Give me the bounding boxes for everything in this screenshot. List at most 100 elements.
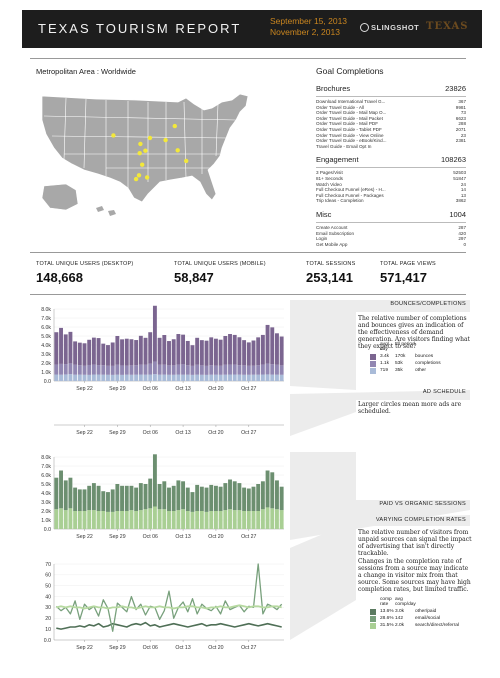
x-tick-label: Sep 22 [76, 430, 93, 436]
bar-completions [138, 364, 143, 375]
goal-item-label: Order Travel Guide - Mail Packet [316, 115, 383, 121]
bar-paid [237, 483, 242, 511]
bar-completions [148, 363, 153, 375]
bar-completions [124, 365, 129, 375]
bar-paid [115, 484, 120, 511]
bar-other [167, 374, 171, 381]
bar-completions [181, 364, 186, 375]
bar-other [115, 374, 120, 381]
bar-bounces [204, 340, 209, 366]
bar-paid [73, 487, 78, 511]
bar-other [195, 374, 200, 381]
y-tick-label: 3.0k [41, 500, 51, 506]
y-tick-label: 30 [45, 605, 51, 611]
bar-bounces [143, 337, 148, 365]
bar-paid [213, 485, 218, 511]
bar-organic [223, 510, 228, 529]
bar-completions [115, 364, 120, 375]
goal-group-name: Brochures [316, 84, 351, 93]
bar-completions [77, 365, 82, 375]
bar-bounces [185, 340, 190, 366]
bar-other [171, 374, 176, 381]
legend-head-avg: avg/ day [380, 342, 390, 352]
bar-other [265, 374, 270, 381]
y-tick-label: 50 [45, 584, 51, 590]
stats-rule [30, 252, 466, 253]
bar-paid [129, 485, 134, 511]
goal-group-header: Misc 1004 [316, 210, 466, 219]
bar-bounces [237, 337, 242, 366]
bar-other [256, 374, 261, 381]
bounces-description: The relative number of completions and b… [358, 315, 470, 350]
bar-other [279, 374, 284, 381]
legend-value-a: 31.5% [380, 623, 394, 628]
x-tick-label: Oct 27 [241, 645, 256, 651]
bar-organic [82, 511, 87, 529]
report-header: TEXAS TOURISM REPORT September 15, 2013 … [22, 10, 482, 48]
legend-label: bounces [415, 354, 434, 359]
bar-bounces [260, 334, 265, 365]
legend-value-b: 3.0k [395, 609, 405, 614]
bar-organic [260, 509, 265, 529]
bar-bounces [73, 341, 78, 365]
bar-paid [101, 491, 106, 511]
bar-paid [185, 487, 190, 511]
bar-bounces [91, 337, 96, 365]
bar-paid [106, 492, 110, 512]
goal-item: Create Account 287 [316, 225, 466, 231]
bar-organic [270, 508, 275, 529]
legend-rows: 3.4k 170k bounces 1.1k 53k completions 719 35k o… [370, 353, 441, 374]
bar-other [176, 374, 181, 381]
bar-other [162, 374, 167, 381]
header-rule [30, 58, 466, 59]
y-tick-label: 2.0k [41, 361, 51, 367]
bar-completions [96, 365, 101, 375]
goal-item-value: 3862 [455, 198, 466, 204]
bar-other [77, 374, 82, 381]
stat-sessions: TOTAL SESSIONS 253,141 [306, 261, 355, 285]
legend-head-total: ttl/ period [395, 342, 415, 347]
stat-label: TOTAL PAGE VIEWS [380, 261, 436, 267]
y-tick-label: 70 [45, 562, 51, 568]
texas-logo: TEXAS [426, 21, 469, 32]
goal-group-name: Misc [316, 209, 332, 219]
stat-label: TOTAL UNIQUE USERS (MOBILE) [174, 261, 266, 267]
legend-value-b: 2.0k [395, 623, 405, 628]
bar-paid [68, 477, 73, 509]
bar-organic [185, 511, 190, 529]
goal-item: Watch Video 24 [316, 182, 466, 188]
map-point [147, 135, 153, 141]
bar-bounces [68, 331, 73, 364]
bar-paid [124, 485, 129, 511]
bar-bounces [176, 334, 181, 365]
bar-organic [167, 511, 171, 529]
goal-item-value: 287 [458, 224, 466, 230]
bar-organic [63, 510, 68, 529]
bar-completions [246, 365, 251, 375]
bar-other [152, 374, 157, 381]
y-tick-label: 60 [45, 573, 51, 579]
bar-paid [87, 485, 92, 511]
map-point [172, 123, 177, 129]
varying-rates-title: VARYING COMPLETION RATES [375, 517, 466, 523]
bar-completions [171, 365, 176, 375]
y-tick-label: 4.0k [41, 343, 51, 349]
bar-bounces [256, 337, 261, 366]
varying-description-1: The relative number of visitors from unp… [358, 529, 472, 557]
goal-item-value: 288 [458, 121, 466, 127]
y-tick-label: 20 [45, 616, 51, 622]
goal-groups: Brochures 23826 Download International Tra… [316, 84, 466, 247]
bar-bounces [101, 343, 106, 366]
bar-paid [265, 470, 270, 508]
bar-completions [91, 364, 96, 375]
bar-completions [82, 365, 87, 375]
map-point [136, 173, 142, 178]
bar-other [124, 374, 129, 381]
bar-paid [275, 480, 279, 510]
x-tick-label: Oct 06 [143, 645, 158, 651]
stat-value: 253,141 [306, 270, 353, 285]
legend-head-avg: avg comp/day [395, 597, 416, 607]
x-tick-label: Oct 13 [175, 534, 190, 540]
line-search-direct-referral [56, 604, 282, 610]
ring-icon [360, 23, 369, 32]
